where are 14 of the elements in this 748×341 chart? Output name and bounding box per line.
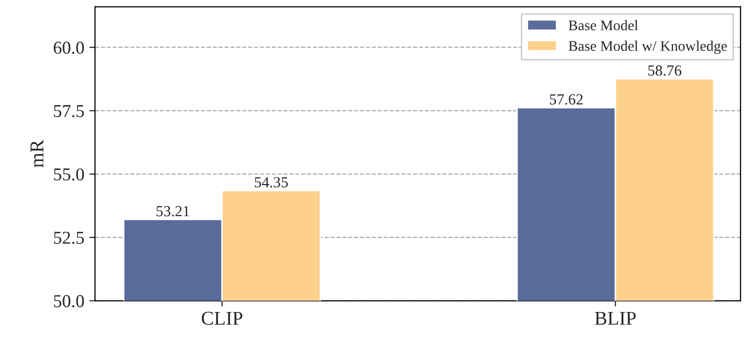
- y-axis-title: mR: [30, 140, 44, 168]
- data-label: 57.62: [550, 94, 583, 105]
- y-tick-label: 55.0: [54, 168, 84, 181]
- y-tick-label: 52.5: [54, 232, 84, 244]
- data-label: 58.76: [648, 65, 682, 76]
- legend-label: Base Model w/ Knowledge: [568, 40, 727, 54]
- data-label: 53.21: [156, 206, 190, 216]
- y-tick-label: 57.5: [54, 105, 84, 118]
- y-tick-label: 50.0: [54, 295, 84, 308]
- data-label: 54.35: [254, 177, 288, 188]
- x-tick-label: BLIP: [594, 312, 636, 325]
- legend-label: Base Model: [568, 20, 638, 30]
- x-tick-label: CLIP: [202, 312, 242, 325]
- y-tick-label: 60.0: [54, 42, 84, 54]
